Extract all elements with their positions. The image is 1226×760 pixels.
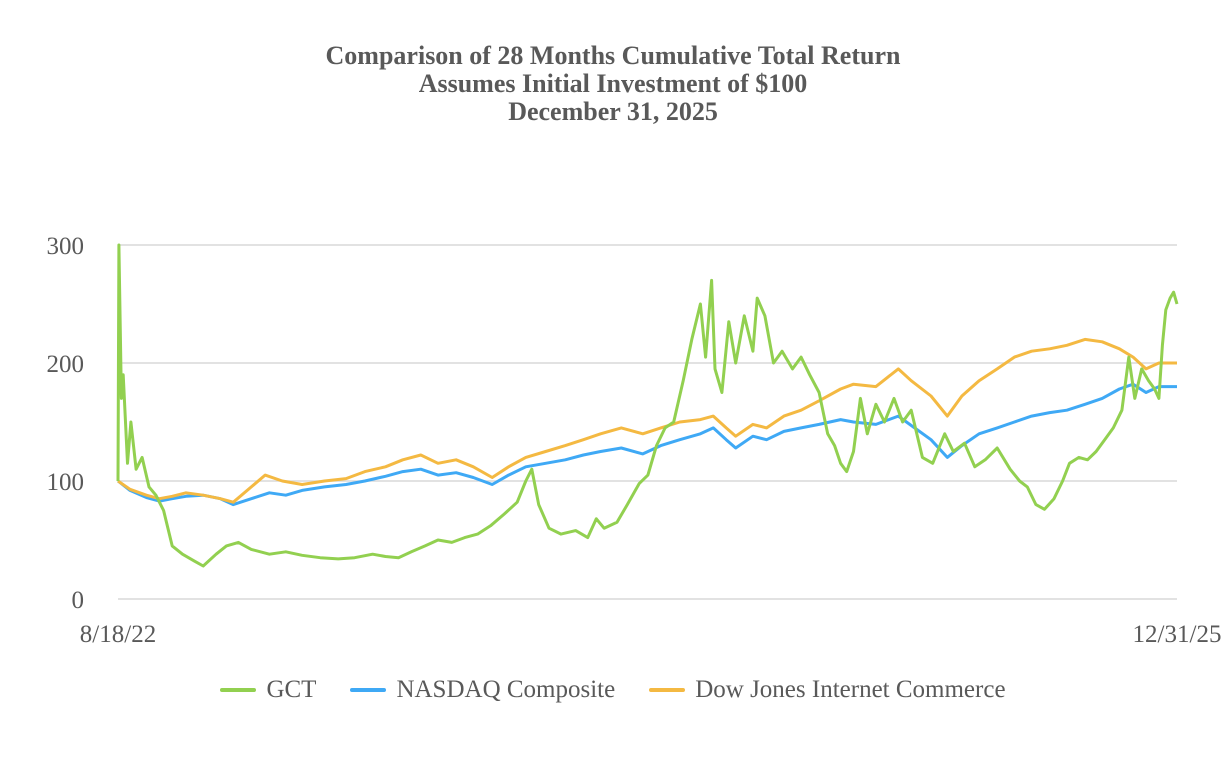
y-axis-tick-labels: 0 100 200 300 <box>47 233 85 614</box>
legend-label-nasdaq: NASDAQ Composite <box>396 676 616 703</box>
series-line-gct <box>116 243 1179 568</box>
legend-item-dow-jones: Dow Jones Internet Commerce <box>649 676 1006 704</box>
legend-swatch-nasdaq <box>350 688 387 692</box>
legend-item-gct: GCT <box>220 676 316 704</box>
chart-title-line-3: December 31, 2025 <box>508 97 718 126</box>
chart-title-line-2: Assumes Initial Investment of $100 <box>418 69 808 98</box>
legend-label-dow-jones: Dow Jones Internet Commerce <box>695 676 1006 703</box>
y-tick-label-100: 100 <box>47 469 85 496</box>
legend-swatch-gct <box>220 688 257 692</box>
legend-item-nasdaq: NASDAQ Composite <box>350 676 615 704</box>
chart-title-line-1: Comparison of 28 Months Cumulative Total… <box>325 41 901 70</box>
series-lines <box>116 243 1179 568</box>
chart-title: Comparison of 28 Months Cumulative Total… <box>0 42 1226 126</box>
x-axis-tick-labels: 8/18/22 12/31/25 <box>80 621 1222 648</box>
legend-label-gct: GCT <box>266 676 317 703</box>
y-tick-label-0: 0 <box>72 587 85 614</box>
y-tick-label-200: 200 <box>47 351 85 378</box>
legend: GCT NASDAQ Composite Dow Jones Internet … <box>0 676 1226 704</box>
gridlines <box>118 244 1177 600</box>
series-line-dow-jones <box>117 337 1177 504</box>
x-tick-label-end: 12/31/25 <box>1133 621 1222 648</box>
legend-swatch-dow-jones <box>649 688 686 692</box>
y-tick-label-300: 300 <box>47 233 85 260</box>
series-line-nasdaq <box>117 382 1177 507</box>
x-tick-label-start: 8/18/22 <box>80 621 156 648</box>
